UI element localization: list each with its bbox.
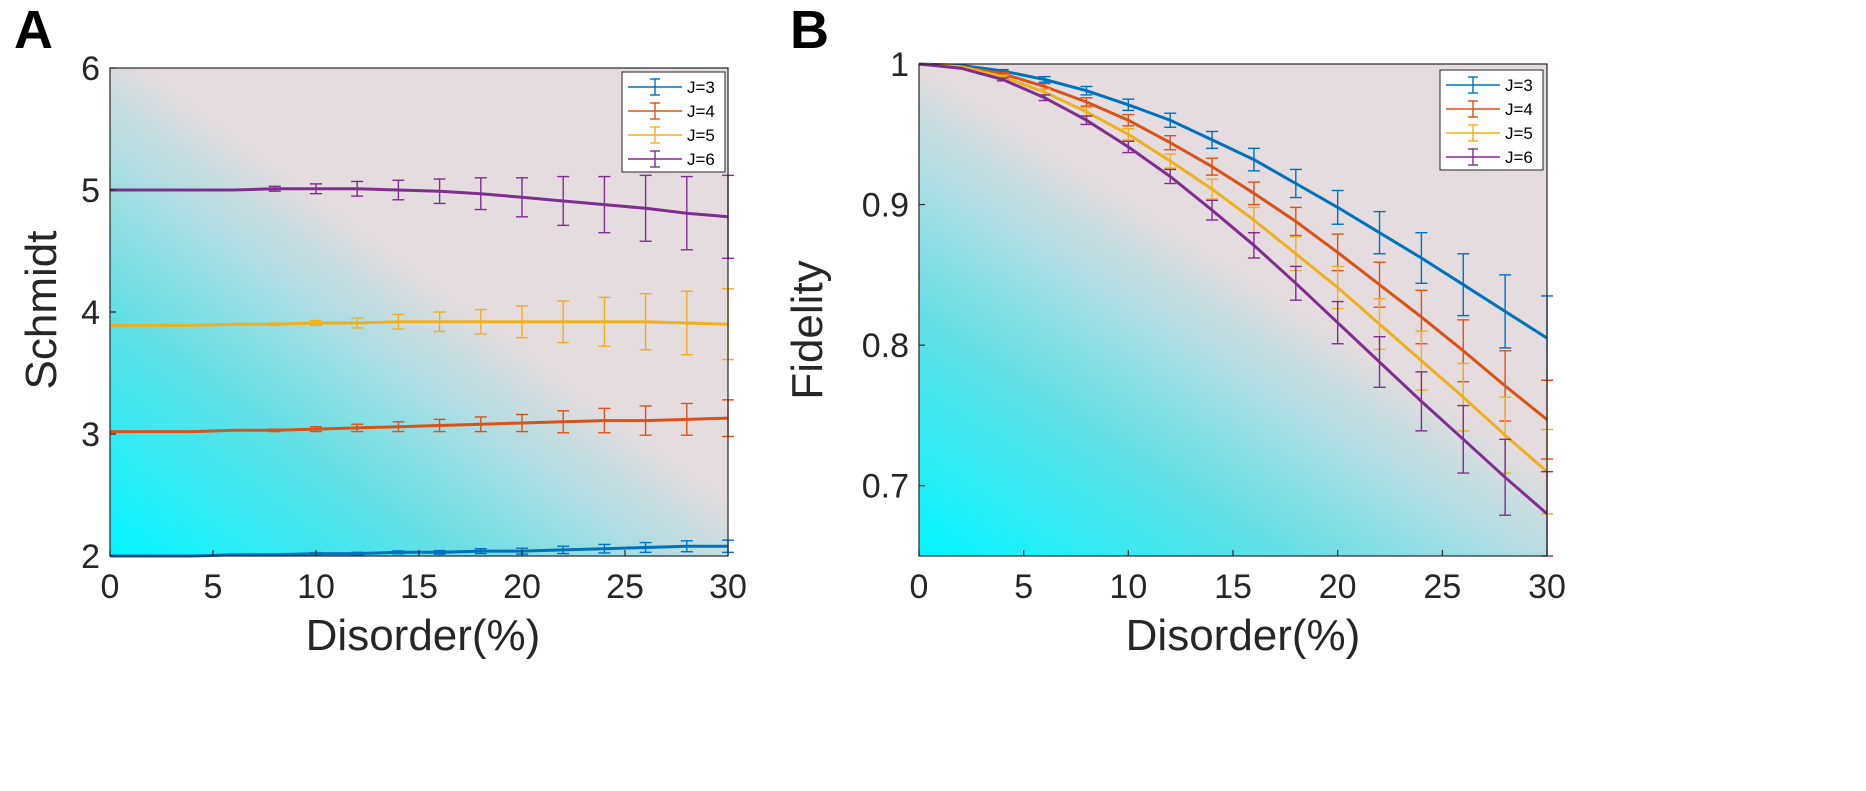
y-tick-label: 3 <box>81 416 100 454</box>
y-axis-label: Fidelity <box>783 260 832 399</box>
y-tick-label: 2 <box>81 538 100 576</box>
series-line <box>918 62 1548 473</box>
legend: J=3 J=4 J=5 J=6 <box>1439 69 1544 171</box>
legend-swatch <box>1446 124 1500 142</box>
y-tick-label: 0.7 <box>862 468 909 506</box>
legend-swatch <box>1446 100 1500 118</box>
chart-panel-b: 0 5 10 15 20 25 30 0.7 0.8 0.9 1 Disorder(%) Fidelit… <box>783 0 1566 660</box>
series-line <box>918 62 1548 515</box>
legend-swatch <box>628 150 682 168</box>
chart-panel-a: 0 5 10 15 20 25 3023456Disorder(%)SchmidtAJ=3J… <box>14 0 747 660</box>
legend-entry-label: J=5 <box>687 126 715 145</box>
legend-swatch <box>628 126 682 144</box>
x-tick-label: 0 <box>101 568 120 606</box>
series-line <box>110 320 729 327</box>
series-line <box>918 62 1548 340</box>
x-tick-label: 0 <box>910 568 929 606</box>
x-tick-label: 10 <box>297 568 335 606</box>
panel-label: B <box>790 0 829 60</box>
y-tick-label: 1 <box>890 46 909 84</box>
legend-entry-label: J=4 <box>687 102 715 121</box>
y-tick-label: 0.9 <box>862 187 909 225</box>
panel-label: A <box>14 0 53 60</box>
legend-entry-label: J=6 <box>687 150 715 169</box>
x-tick-label: 20 <box>1319 568 1357 606</box>
legend-entry-label: J=6 <box>1505 148 1533 167</box>
legend-swatch <box>1446 76 1500 94</box>
series-line <box>110 416 729 434</box>
y-axis-label: Schmidt <box>17 231 66 390</box>
legend-swatch <box>628 102 682 120</box>
x-tick-label: 5 <box>1014 568 1033 606</box>
legend-box <box>621 71 726 173</box>
x-tick-label: 5 <box>204 568 223 606</box>
x-tick-label: 20 <box>503 568 541 606</box>
legend-entry-label: J=5 <box>1505 124 1533 143</box>
y-tick-label: 6 <box>81 50 100 88</box>
legend-swatch <box>628 78 682 96</box>
x-tick-label: 25 <box>606 568 644 606</box>
x-axis-label: Disorder(%) <box>306 611 541 660</box>
x-tick-label: 30 <box>1528 568 1566 606</box>
series-line <box>918 62 1548 421</box>
x-tick-label: 10 <box>1109 568 1147 606</box>
series-line <box>110 187 729 219</box>
x-axis-label: Disorder(%) <box>1126 611 1361 660</box>
legend-box <box>1439 69 1544 171</box>
x-tick-label: 15 <box>400 568 438 606</box>
legend-swatch <box>1446 148 1500 166</box>
y-tick-label: 0.8 <box>862 327 909 365</box>
x-tick-label: 15 <box>1214 568 1252 606</box>
legend: J=3 J=4 J=5 J=6 <box>621 71 726 173</box>
y-tick-label: 4 <box>81 294 100 332</box>
legend-entry-label: J=3 <box>1505 76 1533 95</box>
legend-entry-label: J=4 <box>1505 100 1533 119</box>
y-tick-label: 5 <box>81 172 100 210</box>
x-tick-label: 30 <box>709 568 747 606</box>
legend-entry-label: J=3 <box>687 78 715 97</box>
x-tick-label: 25 <box>1423 568 1461 606</box>
